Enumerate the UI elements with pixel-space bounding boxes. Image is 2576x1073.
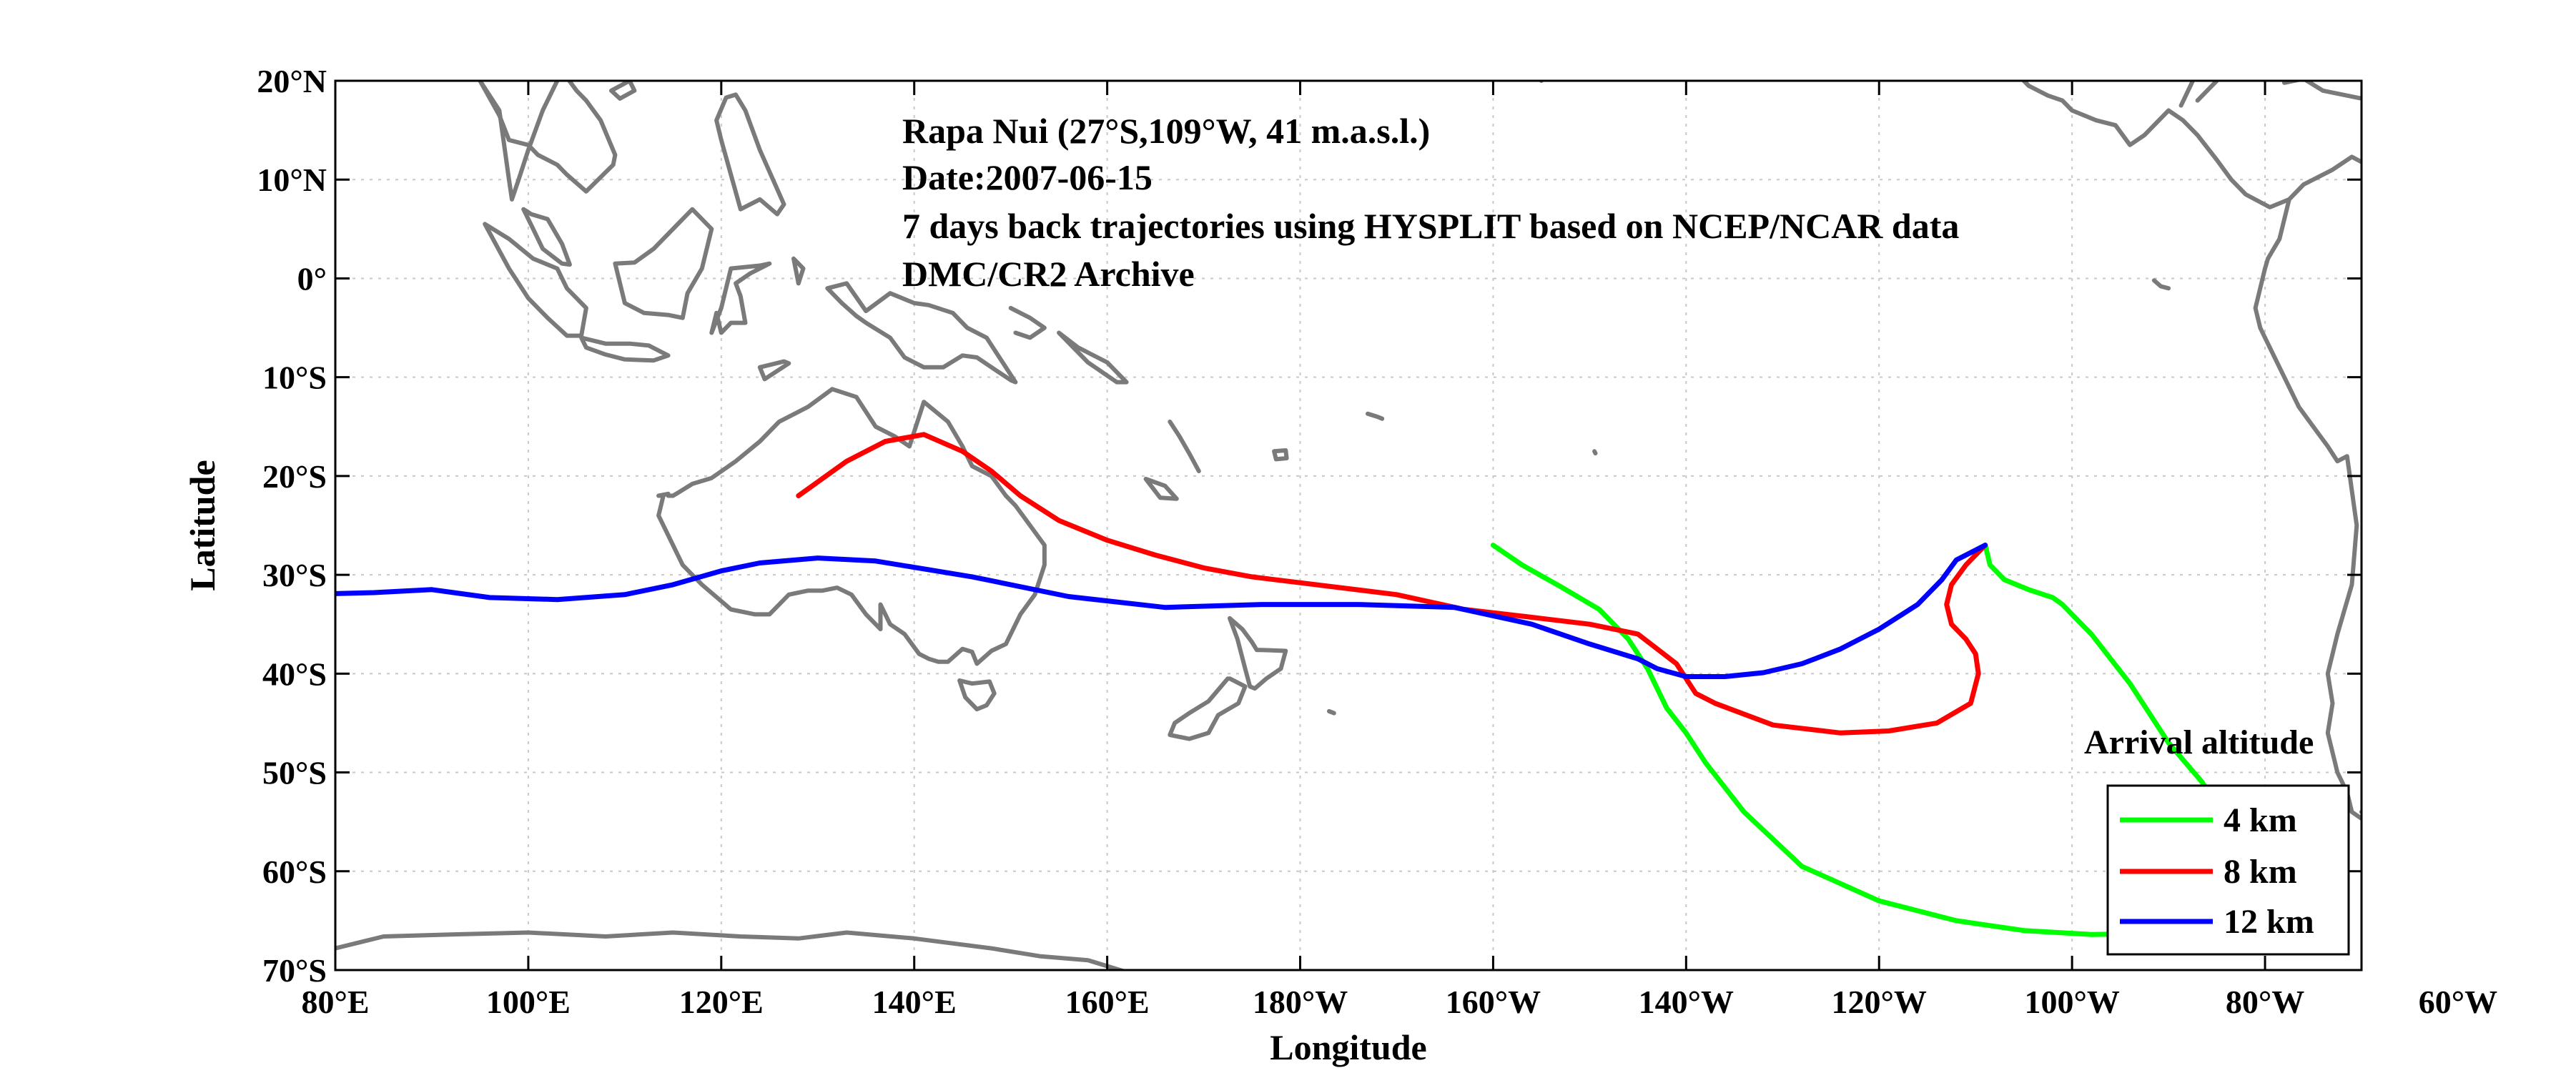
coastline-sumatra [483,222,588,338]
coastline-java [579,335,671,363]
y-tick-label: 60°S [262,854,327,890]
x-tick-label: 100°E [486,984,571,1020]
coastline-nz-south-island [1168,676,1248,741]
coastline-chatham [1327,708,1336,716]
y-tick-label: 0° [297,260,327,297]
legend-label-12km: 12 km [2224,903,2314,941]
x-tick-label: 160°E [1065,984,1150,1020]
legend-title: Arrival altitude [2084,723,2314,761]
annotation-line-1: Rapa Nui (27°S,109°W, 41 m.a.s.l.) [902,111,1430,151]
coastline-antarctica-west [335,930,1128,970]
coastline-yucatan [2178,81,2219,108]
plot-frame [334,79,2363,971]
x-tick-label: 100°W [2024,984,2119,1020]
y-tick-label: 30°S [262,557,327,593]
y-tick-label: 20°N [257,63,327,99]
x-tick-label: 160°W [1446,984,1541,1020]
coastline-new-guinea [825,281,1018,385]
coastline-nz-north-island [1228,615,1288,691]
legend: 4 km 8 km 12 km [2106,784,2350,956]
coastline-greater-antilles [2282,81,2362,101]
coastline-samoa [1366,411,1385,421]
annotation-line-4: DMC/CR2 Archive [902,254,1195,294]
grid-lines [335,81,2362,970]
coastline-new-caledonia [1143,477,1179,501]
trajectory-8km [796,432,1988,736]
x-tick-label: 180°W [1253,984,1348,1020]
annotation-line-3: 7 days back trajectories using HYSPLIT b… [902,206,1959,246]
coastline-fiji [1272,448,1289,462]
y-axis-label: Latitude [182,460,222,590]
annotation-block: Rapa Nui (27°S,109°W, 41 m.a.s.l.) Date:… [902,111,1959,294]
trajectory-12km [335,543,1988,679]
coastline-vanuatu [1168,419,1201,473]
y-tick-label: 10°S [262,360,327,396]
coastline-hainan [609,81,637,101]
coastline-central-america [2020,81,2291,209]
coastline-philippines [714,92,786,217]
coastline-galapagos [2151,278,2171,291]
coastline-malay-peninsula [521,207,572,267]
y-tick-label: 10°N [257,162,327,198]
x-tick-label: 140°W [1639,984,1734,1020]
x-tick-label: 60°W [2419,984,2497,1020]
coastline-sulawesi [709,261,772,335]
coastline-tasmania [957,678,997,712]
x-tick-label: 80°E [301,984,369,1020]
x-tick-label: 120°E [679,984,764,1020]
coastline-solomon-is [1057,330,1129,385]
coastline-australia [656,387,1047,666]
y-tick-label: 40°S [262,656,327,692]
coastline-bismarck-arc [1008,305,1047,340]
coastline-halmahera [791,256,806,286]
coastline-indochina [478,81,618,202]
legend-label-8km: 8 km [2224,853,2297,891]
y-tick-label: 50°S [262,755,327,791]
legend-label-4km: 4 km [2224,801,2297,839]
x-tick-label: 80°W [2226,984,2304,1020]
coastline-borneo [613,207,714,320]
x-tick-label: 140°E [872,984,957,1020]
coastlines [335,81,2362,970]
coastline-tahiti [1592,449,1598,456]
coastline-south-america [2253,154,2362,821]
y-axis-ticks: 20°N 10°N 0° 10°S 20°S 30°S 40°S 50°S 60°S 70°S [257,63,2362,989]
annotation-line-2: Date:2007-06-15 [902,157,1153,197]
y-tick-label: 70°S [262,952,327,989]
x-axis-ticks: 80°E 100°E 120°E 140°E 160°E 180°W 160°W 140°W 1… [301,81,2497,1020]
x-tick-label: 120°W [1832,984,1927,1020]
x-axis-label: Longitude [1270,1027,1427,1067]
y-tick-label: 20°S [262,458,327,495]
coastline-timor [757,359,791,382]
